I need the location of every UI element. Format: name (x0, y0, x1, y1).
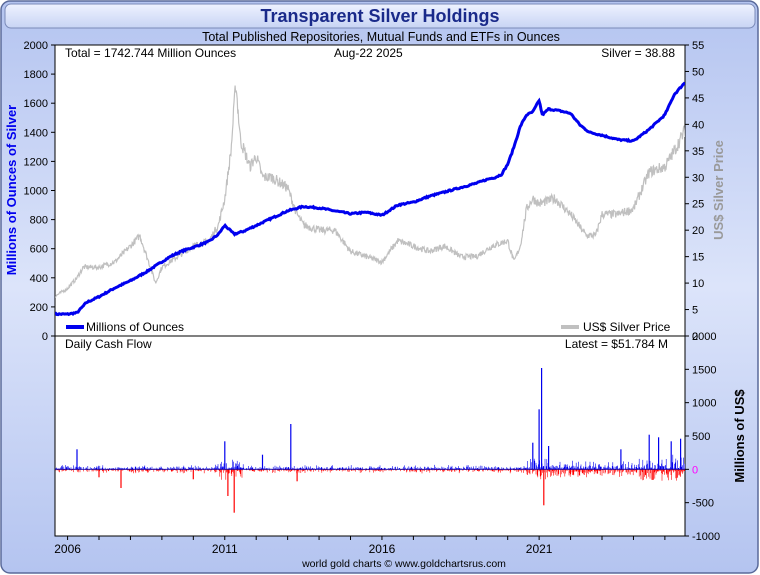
cashflow-tick-label: 500 (692, 431, 710, 443)
chart-subtitle: Total Published Repositories, Mutual Fun… (202, 30, 560, 44)
cashflow-axis-ticks: -1000 -500 0 500 1000 1500 2000 (685, 331, 720, 543)
chart-title: Transparent Silver Holdings (260, 6, 499, 26)
left-tick-label: 800 (30, 215, 48, 227)
left-tick-label: 200 (30, 302, 48, 314)
x-axis-ticks: 2006 2011 2016 2021 (54, 536, 666, 556)
right-tick-label: 20 (692, 225, 704, 237)
right-tick-label: 40 (692, 119, 704, 131)
right-tick-label: 25 (692, 199, 704, 211)
cashflow-plot-area (54, 335, 686, 537)
legend: Millions of Ounces US$ Silver Price (66, 320, 671, 334)
x-tick-label: 2011 (212, 542, 238, 556)
right-tick-label: 15 (692, 252, 704, 264)
holdings-line (55, 81, 685, 317)
right-axis-title: US$ Silver Price (711, 140, 726, 240)
cashflow-axis-title: Millions of US$ (732, 389, 747, 483)
left-tick-label: 1400 (24, 127, 48, 139)
left-tick-label: 1000 (24, 186, 48, 198)
x-tick-label: 2016 (369, 542, 396, 556)
legend-price-label: US$ Silver Price (583, 320, 671, 334)
right-tick-label: 30 (692, 172, 704, 184)
right-tick-label: 45 (692, 93, 704, 105)
left-tick-label: 600 (30, 244, 48, 256)
holdings-plot-area (54, 44, 686, 337)
cashflow-tick-label: 0 (692, 464, 698, 476)
cashflow-tick-label: -500 (692, 498, 714, 510)
right-tick-label: 0 (692, 331, 698, 343)
left-tick-label: 1200 (24, 156, 48, 168)
total-annotation: Total = 1742.744 Million Ounces (65, 46, 236, 60)
cashflow-spikes (76, 368, 682, 513)
cashflow-tick-label: -1000 (692, 531, 720, 543)
right-tick-label: 10 (692, 278, 704, 290)
left-axis-ticks: 0 200 400 600 800 1000 1200 1400 1600 1800 2000 (24, 40, 55, 343)
silver-annotation: Silver = 38.88 (601, 46, 675, 60)
cashflow-tick-label: 1500 (692, 364, 716, 376)
left-tick-label: 1800 (24, 69, 48, 81)
left-tick-label: 1600 (24, 98, 48, 110)
right-tick-label: 50 (692, 66, 704, 78)
left-axis-title: Millions of Ounces of Silver (4, 105, 19, 275)
x-tick-label: 2006 (54, 542, 81, 556)
silver-price-line (55, 85, 685, 299)
right-tick-label: 5 (692, 305, 698, 317)
cashflow-latest: Latest = $51.784 M (565, 337, 668, 351)
left-tick-label: 2000 (24, 40, 48, 52)
cashflow-tick-label: 2000 (692, 331, 716, 343)
cashflow-tick-label: 1000 (692, 398, 716, 410)
footer-credit: world gold charts © www.goldchartsrus.co… (301, 558, 506, 570)
title-bar (4, 3, 756, 29)
left-tick-label: 400 (30, 273, 48, 285)
x-tick-label: 2021 (526, 542, 553, 556)
right-tick-label: 55 (692, 40, 704, 52)
right-tick-label: 35 (692, 146, 704, 158)
cashflow-title: Daily Cash Flow (65, 337, 152, 351)
left-tick-label: 0 (42, 331, 48, 343)
right-axis-ticks: 0 5 10 15 20 25 30 35 40 45 50 55 (685, 40, 704, 343)
legend-holdings-label: Millions of Ounces (86, 320, 184, 334)
date-annotation: Aug-22 2025 (334, 46, 403, 60)
